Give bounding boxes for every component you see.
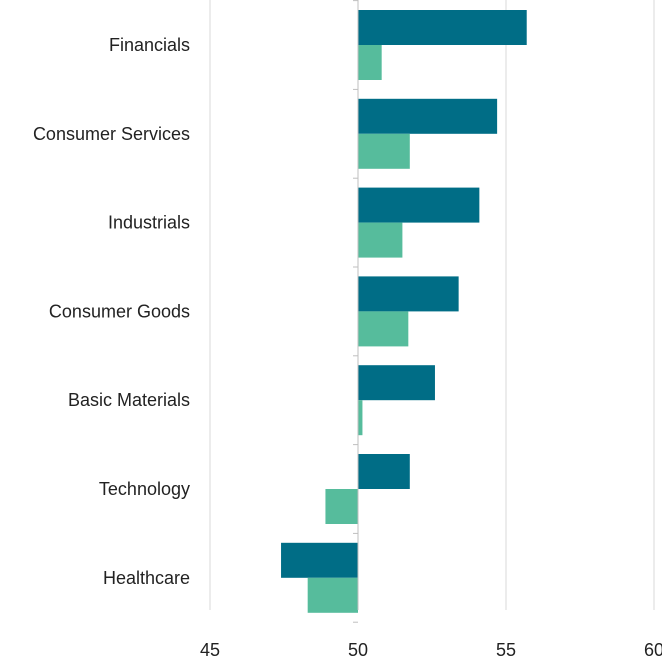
bar-series1-industrials	[358, 187, 480, 223]
category-label: Healthcare	[103, 568, 190, 588]
x-tick-labels: 45 50 55 60	[200, 640, 662, 660]
bar-series2-healthcare	[307, 577, 358, 613]
bar-series2-technology	[325, 489, 358, 524]
bars	[281, 10, 527, 613]
bar-series2-financials	[358, 45, 382, 80]
bar-series1-technology	[358, 454, 410, 489]
bar-series1-basic-materials	[358, 365, 435, 401]
category-label: Industrials	[108, 213, 190, 233]
category-label: Basic Materials	[68, 390, 190, 410]
category-label: Consumer Goods	[49, 301, 190, 321]
bar-series1-financials	[358, 10, 527, 45]
x-tick-label: 60	[644, 640, 662, 660]
category-labels: Financials Consumer Services Industrials Co…	[33, 35, 190, 588]
category-label: Consumer Services	[33, 124, 190, 144]
x-tick-label: 45	[200, 640, 220, 660]
category-label: Financials	[109, 35, 190, 55]
bar-series1-consumer-goods	[358, 276, 459, 312]
x-tick-label: 50	[348, 640, 368, 660]
x-tick-label: 55	[496, 640, 516, 660]
bar-series2-consumer-services	[358, 133, 410, 169]
category-axis	[353, 0, 359, 623]
bar-series2-industrials	[358, 222, 403, 258]
bar-series2-basic-materials	[358, 400, 363, 436]
gridlines	[209, 0, 655, 610]
bar-series1-healthcare	[281, 542, 358, 578]
bar-series2-consumer-goods	[358, 311, 409, 347]
category-label: Technology	[99, 479, 190, 499]
bar-series1-consumer-services	[358, 98, 498, 134]
